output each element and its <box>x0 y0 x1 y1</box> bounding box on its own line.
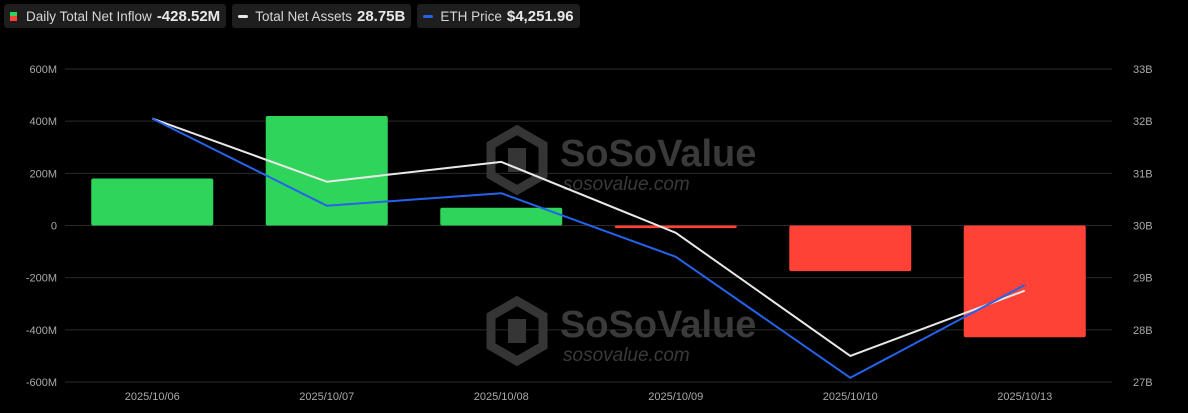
left-tick-label: 600M <box>29 64 57 76</box>
legend-assets-value: 28.75B <box>356 7 406 25</box>
watermark-url: sosovalue.com <box>563 345 690 366</box>
eth-price-line <box>151 117 1026 379</box>
legend-item-assets[interactable]: Total Net Assets 28.75B <box>232 4 412 28</box>
line-series <box>151 117 1026 379</box>
left-tick-label: -200M <box>26 273 57 285</box>
x-tick-label: 2025/10/06 <box>125 391 180 403</box>
x-tick-label: 2025/10/13 <box>997 391 1052 403</box>
legend-item-inflow[interactable]: Daily Total Net Inflow -428.52M <box>4 4 227 28</box>
bar <box>614 225 737 229</box>
right-tick-label: 27B <box>1133 377 1153 389</box>
legend-item-price[interactable]: ETH Price $4,251.96 <box>417 4 580 28</box>
white-line-swatch-icon <box>238 14 249 18</box>
left-tick-label: 0 <box>51 221 57 233</box>
watermark-logo-mark-icon <box>508 319 526 343</box>
watermark-logo-icon <box>486 295 548 367</box>
right-tick-label: 32B <box>1133 116 1153 128</box>
left-tick-label: 400M <box>29 116 57 128</box>
x-tick-label: 2025/10/08 <box>474 391 529 403</box>
grid-lines <box>65 68 1112 383</box>
blue-line-swatch-icon <box>423 14 434 18</box>
total-net-assets-line <box>151 117 1026 357</box>
watermark-brand: SoSoValue <box>560 304 756 346</box>
right-tick-label: 31B <box>1133 168 1153 180</box>
watermarks: SoSoValuesosovalue.comSoSoValuesosovalue… <box>486 124 756 367</box>
legend-inflow-value: -428.52M <box>156 7 221 25</box>
bar <box>963 225 1086 338</box>
watermark-brand: SoSoValue <box>560 133 756 175</box>
right-y-axis: 33B 32B 31B 30B 29B 28B 27B <box>1133 64 1153 389</box>
bar <box>265 115 388 226</box>
bar-series <box>91 115 1086 338</box>
right-tick-label: 29B <box>1133 273 1153 285</box>
bar <box>440 207 563 226</box>
bar-swatch-icon <box>10 11 17 21</box>
right-tick-label: 30B <box>1133 221 1153 233</box>
legend-price-value: $4,251.96 <box>506 7 574 25</box>
legend: Daily Total Net Inflow -428.52M Total Ne… <box>4 4 580 28</box>
x-tick-label: 2025/10/09 <box>648 391 703 403</box>
x-tick-label: 2025/10/10 <box>823 391 878 403</box>
watermark-url: sosovalue.com <box>563 174 690 195</box>
right-tick-label: 33B <box>1133 64 1153 76</box>
left-tick-label: 200M <box>29 168 57 180</box>
left-tick-label: -600M <box>26 377 57 389</box>
right-tick-label: 28B <box>1133 325 1153 337</box>
watermark-logo-icon <box>486 124 548 196</box>
x-axis: 2025/10/06 2025/10/07 2025/10/08 2025/10/09… <box>125 391 1053 403</box>
bar <box>91 178 214 226</box>
legend-assets-label: Total Net Assets <box>255 8 352 24</box>
legend-inflow-label: Daily Total Net Inflow <box>26 8 152 24</box>
left-tick-label: -400M <box>26 325 57 337</box>
bar <box>789 225 912 272</box>
x-tick-label: 2025/10/07 <box>299 391 354 403</box>
left-y-axis: 600M 400M 200M 0 -200M -400M -600M <box>26 64 57 389</box>
legend-price-label: ETH Price <box>440 8 502 24</box>
